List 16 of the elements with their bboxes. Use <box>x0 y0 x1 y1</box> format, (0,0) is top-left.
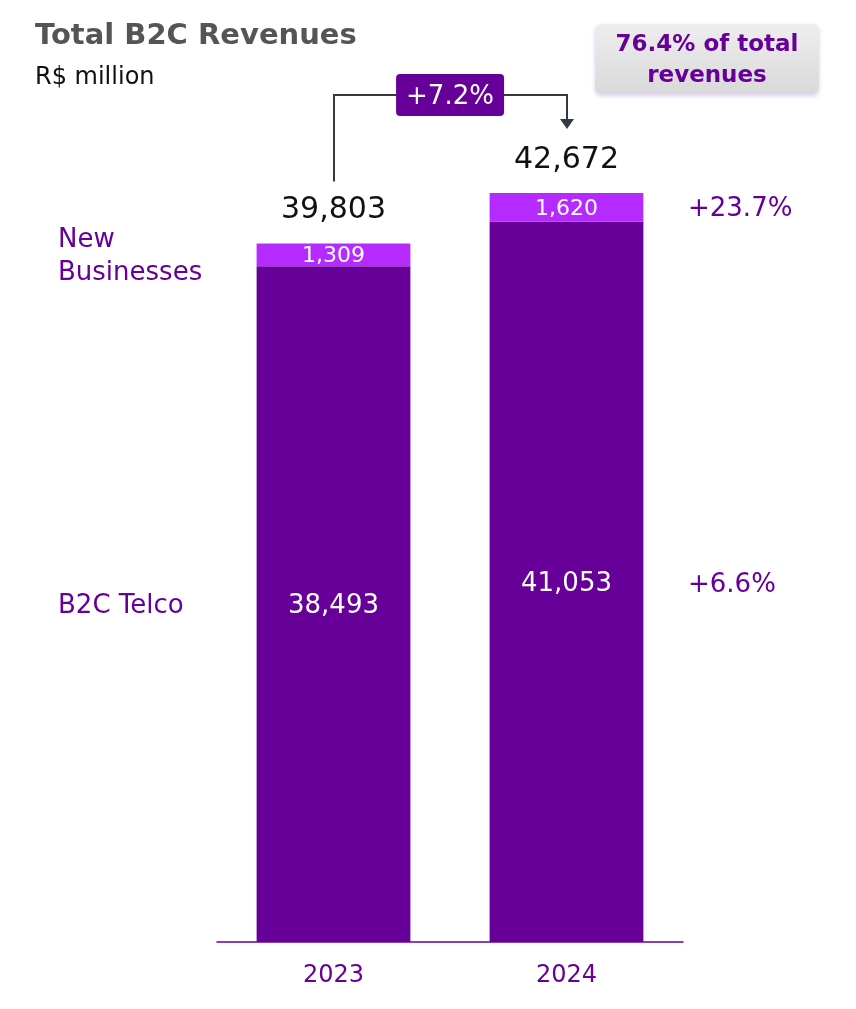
total-label: 39,803 <box>281 189 386 225</box>
x-tick-label: 2024 <box>535 960 598 988</box>
data-label: 1,309 <box>302 242 365 268</box>
data-label: 41,053 <box>521 566 612 597</box>
data-label: 1,620 <box>535 194 598 220</box>
text: 76.4% of total revenues <box>595 24 819 94</box>
data-label: 38,493 <box>288 589 379 620</box>
x-tick-label: 2023 <box>302 960 365 988</box>
chart-subtitle: R$ million <box>35 62 155 90</box>
text: +7.2% <box>396 74 504 116</box>
text: +23.7% <box>688 192 793 223</box>
text: B2C Telco <box>58 587 185 621</box>
text: New Businesses <box>58 221 204 288</box>
chart-title: Total B2C Revenues <box>35 16 357 51</box>
text: +6.6% <box>688 568 776 598</box>
total-label: 42,672 <box>514 139 619 175</box>
